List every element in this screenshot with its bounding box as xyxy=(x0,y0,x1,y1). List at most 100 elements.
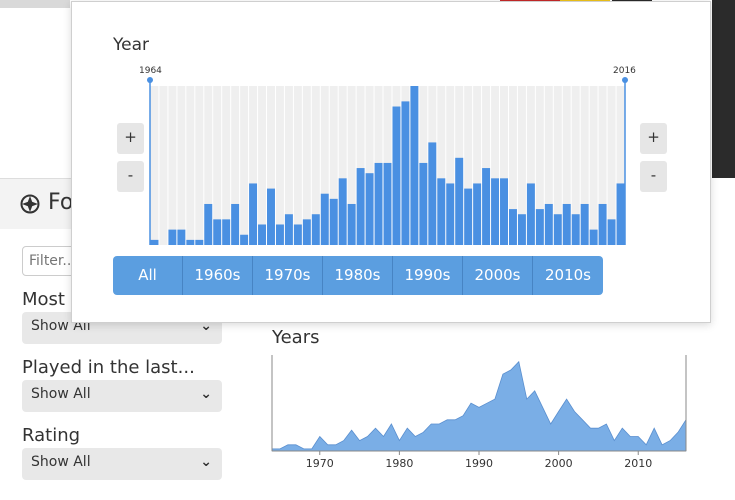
histogram-bar xyxy=(168,229,177,245)
histogram-column-bg xyxy=(356,86,365,245)
range-end-label: 2016 xyxy=(613,66,636,76)
histogram-bar xyxy=(177,229,186,245)
histogram-column-bg xyxy=(589,86,598,245)
histogram-column-bg xyxy=(464,86,473,245)
histogram-column-bg xyxy=(526,86,535,245)
decade-button-2000s[interactable]: 2000s xyxy=(463,256,533,295)
histogram-column-bg xyxy=(437,86,446,245)
histogram-bar xyxy=(213,219,222,245)
histogram-bar xyxy=(607,219,616,245)
x-tick-label: 2010 xyxy=(624,457,652,470)
x-tick-label: 1980 xyxy=(385,457,413,470)
histogram-bar xyxy=(365,173,374,245)
histogram-column-bg xyxy=(571,86,580,245)
histogram-bar xyxy=(293,224,302,245)
histogram-column-bg xyxy=(598,86,607,245)
years-area-chart: 1970 1980 1990 2000 2010 xyxy=(271,355,687,470)
histogram-column-bg xyxy=(168,86,177,245)
histogram-column-bg xyxy=(329,86,338,245)
histogram-bar xyxy=(284,214,293,245)
histogram-bar xyxy=(598,203,607,245)
histogram-column-bg xyxy=(562,86,571,245)
zoom-in-left-button[interactable]: + xyxy=(117,123,144,154)
histogram-column-bg xyxy=(204,86,213,245)
histogram-bar xyxy=(392,106,401,245)
decade-button-1980s[interactable]: 1980s xyxy=(323,256,393,295)
histogram-bar xyxy=(446,183,455,245)
histogram-bar xyxy=(500,178,508,245)
years-area-series xyxy=(271,360,687,452)
histogram-bar xyxy=(356,168,365,245)
histogram-bar xyxy=(482,168,491,245)
range-start-handle-dot xyxy=(147,77,153,83)
x-tick-label: 1970 xyxy=(306,457,334,470)
histogram-column-bg xyxy=(267,86,275,245)
histogram-column-bg xyxy=(249,86,258,245)
histogram-bar xyxy=(383,162,392,245)
sidebar-title: Fo xyxy=(48,190,74,215)
popup-title: Year xyxy=(113,35,149,55)
years-section-title: Years xyxy=(272,327,320,348)
histogram-column-bg xyxy=(311,86,320,245)
year-histogram xyxy=(147,77,628,245)
x-tick-label: 1990 xyxy=(465,457,493,470)
histogram-bar xyxy=(320,193,329,245)
histogram-bar xyxy=(338,178,347,245)
played-in-last-select[interactable]: Show All ⌄ xyxy=(22,380,222,412)
histogram-column-bg xyxy=(231,86,240,245)
range-end-handle-dot xyxy=(622,77,628,83)
histogram-column-bg xyxy=(500,86,508,245)
histogram-bar xyxy=(473,183,482,245)
histogram-bar xyxy=(428,142,437,245)
histogram-bar xyxy=(571,214,580,245)
histogram-column-bg xyxy=(302,86,311,245)
zoom-out-left-button[interactable]: - xyxy=(117,161,144,192)
histogram-column-bg xyxy=(517,86,526,245)
select-value: Show All xyxy=(31,454,91,470)
histogram-column-bg xyxy=(544,86,553,245)
histogram-column-bg xyxy=(213,86,222,245)
histogram-column-bg xyxy=(347,86,356,245)
histogram-column-bg xyxy=(284,86,293,245)
cover-art xyxy=(0,0,70,8)
histogram-bar xyxy=(437,178,446,245)
histogram-column-bg xyxy=(473,86,482,245)
histogram-bar xyxy=(580,203,589,245)
decade-button-1990s[interactable]: 1990s xyxy=(393,256,463,295)
histogram-bar xyxy=(553,214,562,245)
histogram-column-bg xyxy=(607,86,616,245)
decade-button-all[interactable]: All xyxy=(113,256,183,295)
histogram-column-bg xyxy=(275,86,284,245)
histogram-column-bg xyxy=(320,86,329,245)
x-tick-label: 2000 xyxy=(545,457,573,470)
zoom-in-right-button[interactable]: + xyxy=(640,123,667,154)
decade-button-1960s[interactable]: 1960s xyxy=(183,256,253,295)
most-played-label: Most P xyxy=(22,289,82,310)
histogram-column-bg xyxy=(159,86,168,245)
histogram-bar xyxy=(204,203,213,245)
histogram-bar xyxy=(267,188,275,245)
histogram-column-bg xyxy=(222,86,231,245)
aperture-logo-icon xyxy=(20,194,40,214)
histogram-bar xyxy=(491,178,500,245)
histogram-bar xyxy=(347,203,356,245)
histogram-column-bg xyxy=(535,86,544,245)
histogram-bar xyxy=(374,162,383,245)
histogram-bar xyxy=(508,209,517,245)
histogram-bar xyxy=(240,234,249,245)
histogram-column-bg xyxy=(508,86,517,245)
histogram-column-bg xyxy=(177,86,186,245)
chevron-down-icon: ⌄ xyxy=(200,318,212,334)
chevron-down-icon: ⌄ xyxy=(200,386,212,402)
histogram-column-bg xyxy=(580,86,589,245)
zoom-out-right-button[interactable]: - xyxy=(640,161,667,192)
histogram-bar xyxy=(275,224,284,245)
histogram-bar xyxy=(464,188,473,245)
decade-button-1970s[interactable]: 1970s xyxy=(253,256,323,295)
rating-select[interactable]: Show All ⌄ xyxy=(22,448,222,480)
histogram-column-bg xyxy=(446,86,455,245)
decade-button-2010s[interactable]: 2010s xyxy=(545,266,591,284)
histogram-bar xyxy=(249,183,258,245)
histogram-bar xyxy=(526,183,535,245)
histogram-bar xyxy=(535,209,544,245)
